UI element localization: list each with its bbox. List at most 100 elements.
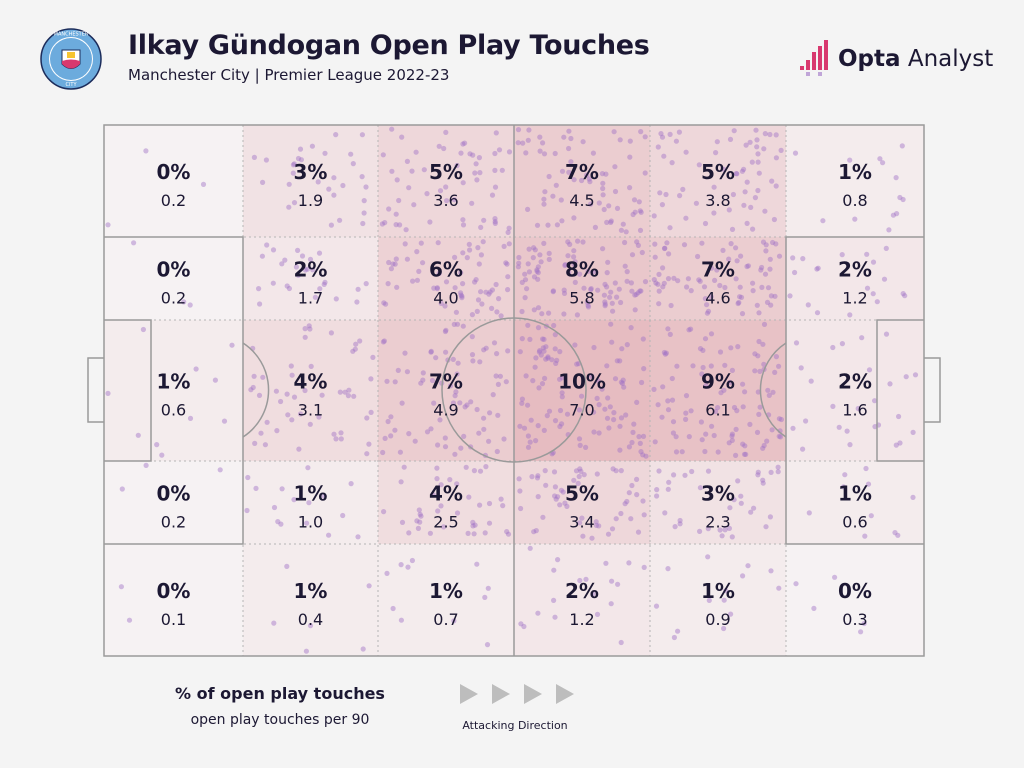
touch-dot: [713, 150, 719, 156]
touch-dot: [830, 403, 836, 409]
svg-text:MANCHESTER: MANCHESTER: [54, 32, 89, 38]
touch-dot: [697, 485, 704, 491]
touch-dot: [491, 340, 498, 346]
touch-dot: [553, 182, 559, 188]
touch-dot: [443, 184, 449, 190]
touch-dot: [353, 341, 359, 347]
touch-dot: [702, 296, 709, 302]
touch-dot: [273, 388, 279, 394]
touch-dot: [759, 284, 765, 290]
touch-dot: [863, 465, 869, 472]
touch-dot: [221, 418, 228, 424]
touch-dot: [428, 426, 434, 432]
touch-dot: [469, 200, 475, 206]
touch-dot: [808, 378, 814, 384]
touch-dot: [568, 135, 574, 142]
touch-dot: [790, 425, 796, 431]
touch-dot: [478, 252, 484, 258]
touch-dot: [489, 287, 495, 293]
touch-dot: [331, 431, 337, 437]
touch-dot: [551, 597, 557, 604]
touch-dot: [777, 434, 784, 440]
heat-cell: [786, 125, 924, 237]
touch-dot: [418, 380, 424, 386]
touch-dot: [252, 440, 258, 446]
touch-dot: [540, 514, 546, 520]
touch-dot: [755, 187, 761, 194]
touch-dot: [297, 146, 304, 152]
touch-dot: [722, 362, 728, 368]
touch-dot: [767, 266, 773, 272]
touch-dot: [531, 245, 537, 251]
touch-dot: [505, 229, 511, 235]
touch-dot: [435, 508, 441, 514]
touch-dot: [762, 131, 768, 137]
touch-dot: [605, 395, 611, 401]
cell-per90-label: 0.4: [298, 610, 323, 629]
touch-dot: [651, 213, 657, 219]
touch-dot: [772, 369, 778, 375]
touch-dot: [639, 249, 645, 256]
touch-dot: [505, 287, 511, 293]
touch-dot: [290, 162, 296, 168]
touch-dot: [360, 220, 366, 227]
touch-dot: [431, 400, 437, 406]
touch-dot: [760, 477, 766, 483]
touch-dot: [740, 404, 746, 410]
touch-dot: [726, 207, 732, 213]
touch-dot: [677, 517, 683, 524]
touch-dot: [396, 197, 402, 204]
touch-dot: [486, 520, 493, 526]
touch-dot: [737, 284, 743, 290]
touch-dot: [363, 184, 369, 190]
cell-percent-label: 0%: [838, 579, 872, 603]
touch-dot: [590, 591, 596, 597]
touch-dot: [627, 185, 633, 191]
touch-dot: [800, 256, 806, 262]
touch-dot: [200, 181, 207, 187]
touch-dot: [769, 178, 775, 184]
heat-cell: [378, 544, 514, 656]
touch-dot: [607, 404, 613, 410]
touch-dot: [705, 308, 712, 314]
touch-dot: [559, 390, 565, 396]
touch-dot: [567, 241, 573, 247]
touch-dot: [461, 433, 467, 439]
touch-dot: [487, 410, 493, 416]
touch-dot: [608, 289, 614, 295]
touch-dot: [721, 166, 727, 172]
touch-dot: [760, 239, 767, 245]
touch-dot: [472, 522, 478, 528]
touch-dot: [605, 259, 611, 265]
touch-dot: [360, 646, 366, 652]
touch-dot: [881, 276, 888, 282]
touch-dot: [470, 152, 476, 158]
touch-dot: [798, 365, 804, 371]
touch-dot: [629, 252, 636, 258]
touch-dot: [712, 277, 718, 283]
cell-per90-label: 6.1: [705, 401, 730, 420]
touch-dot: [492, 167, 498, 173]
touch-dot: [295, 272, 301, 278]
touch-dot: [473, 161, 479, 167]
touch-dot: [506, 241, 512, 247]
touch-dot: [492, 150, 498, 157]
touch-dot: [338, 430, 344, 436]
touch-dot: [312, 294, 318, 300]
touch-dot: [632, 209, 638, 215]
cell-percent-label: 1%: [157, 370, 191, 394]
touch-dot: [603, 560, 609, 566]
touch-dot: [535, 610, 541, 616]
touch-dot: [712, 408, 719, 415]
touch-dot: [571, 215, 577, 221]
touch-dot: [546, 250, 552, 256]
touch-dot: [661, 245, 668, 252]
touch-dot: [861, 620, 867, 627]
cell-per90-label: 2.3: [705, 513, 730, 532]
touch-dot: [566, 145, 572, 152]
touch-dot: [639, 379, 645, 386]
touch-dot: [245, 474, 251, 481]
touch-dot: [524, 286, 530, 292]
touch-dot: [552, 614, 558, 620]
touch-dot: [260, 374, 266, 380]
